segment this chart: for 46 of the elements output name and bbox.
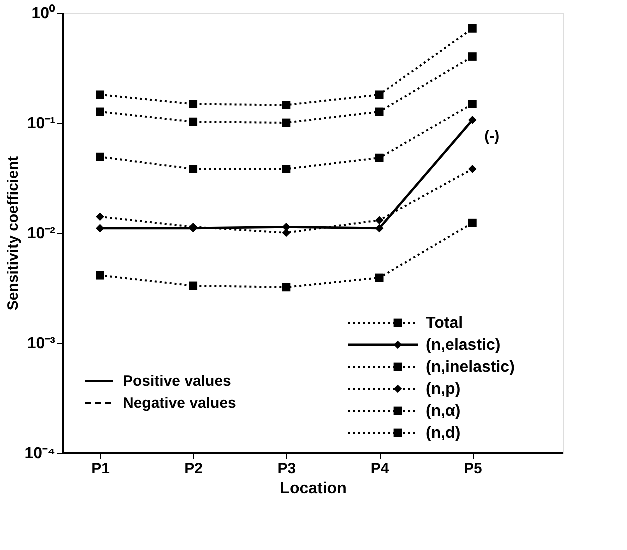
point — [282, 101, 291, 110]
point — [375, 274, 384, 282]
point — [375, 108, 384, 116]
legend-label: (n,inelastic) — [426, 359, 515, 376]
point — [189, 165, 198, 174]
point — [468, 24, 477, 33]
point — [468, 165, 477, 174]
legend-label: (n,elastic) — [426, 337, 501, 354]
legend-label: (n,d) — [426, 425, 461, 442]
point — [468, 218, 477, 228]
point — [96, 271, 104, 280]
y-tick-label: 10⁰ — [32, 4, 56, 22]
point — [282, 283, 291, 292]
point — [282, 118, 291, 128]
x-tick-label: P1 — [92, 460, 110, 478]
legend-label: (n,α) — [426, 403, 461, 420]
legend-label: Total — [426, 315, 464, 332]
point — [96, 90, 104, 100]
point — [96, 212, 104, 222]
point — [189, 282, 198, 290]
annotation: Negative values — [123, 395, 236, 412]
point — [468, 52, 477, 61]
point — [282, 165, 291, 174]
point — [189, 100, 198, 108]
point — [375, 216, 384, 225]
point — [375, 90, 384, 100]
y-tick-label: 10⁻³ — [27, 336, 56, 352]
x-tick-label: P3 — [278, 460, 296, 478]
point — [468, 100, 477, 108]
x-tick-label: P5 — [464, 460, 482, 478]
legend-label: (n,p) — [426, 381, 461, 398]
point — [96, 224, 104, 233]
point — [189, 118, 198, 126]
y-tick-label: 10⁻¹ — [27, 116, 56, 132]
point — [96, 152, 104, 162]
annotation: (-) — [484, 128, 500, 146]
y-tick-label: 10⁻⁴ — [24, 446, 56, 462]
y-axis-title: Sensitivity coefficient — [4, 156, 22, 311]
x-axis-title: Location — [280, 480, 347, 498]
annotation: Positive values — [123, 373, 232, 390]
point — [96, 108, 104, 116]
y-tick-label: 10⁻² — [27, 226, 56, 242]
point — [375, 154, 384, 162]
x-tick-label: P4 — [370, 460, 390, 478]
x-tick-label: P2 — [184, 460, 204, 478]
point — [468, 116, 477, 124]
